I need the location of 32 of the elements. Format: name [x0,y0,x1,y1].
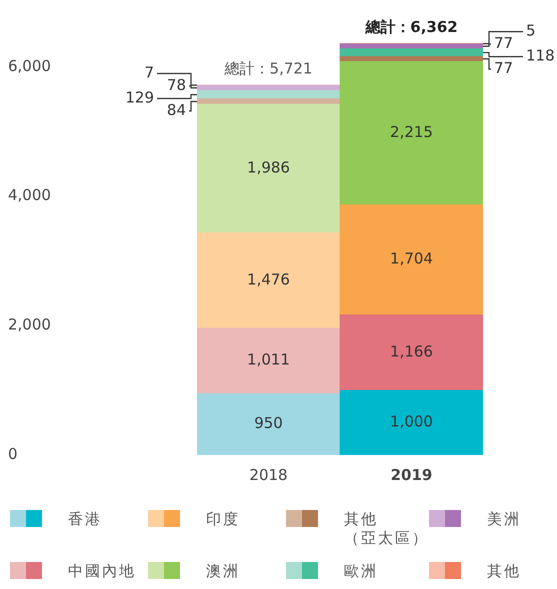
data-label: 129 [125,88,154,106]
total-label: 總計：5,721 [224,59,312,78]
data-label: 77 [494,58,514,77]
data-label: 84 [166,100,186,119]
legend-label: 中國內地 [68,562,136,581]
data-label: 118 [526,46,555,64]
data-label: 1,000 [390,412,433,431]
total-label: 總計：6,362 [364,18,458,36]
legend-label: 美洲 [487,510,521,529]
data-label: 78 [166,76,186,94]
legend-label: 其他（亞太區） [344,510,429,548]
legend-label: 其他 [487,562,521,581]
legend-label: 歐洲 [344,562,378,581]
y-tick-label: 2,000 [8,316,51,334]
data-label: 5 [526,21,536,40]
data-label: 2,215 [390,122,433,141]
data-label: 1,986 [247,158,290,176]
x-tick-label: 2018 [249,466,288,484]
y-tick-label: 6,000 [8,56,51,75]
legend-label: 香港 [68,510,102,529]
data-label: 1,011 [247,350,290,369]
data-label: 1,166 [390,342,433,360]
x-tick-label: 2019 [390,466,432,484]
legend-label: 印度 [206,510,240,529]
y-tick-label: 4,000 [8,186,51,204]
data-label: 950 [254,414,283,432]
legend-label: 澳洲 [206,562,240,581]
data-label: 1,476 [247,270,290,288]
data-label: 1,704 [390,250,433,268]
data-label: 7 [144,63,154,82]
y-tick-label: 0 [8,444,18,463]
data-label: 77 [494,34,514,52]
